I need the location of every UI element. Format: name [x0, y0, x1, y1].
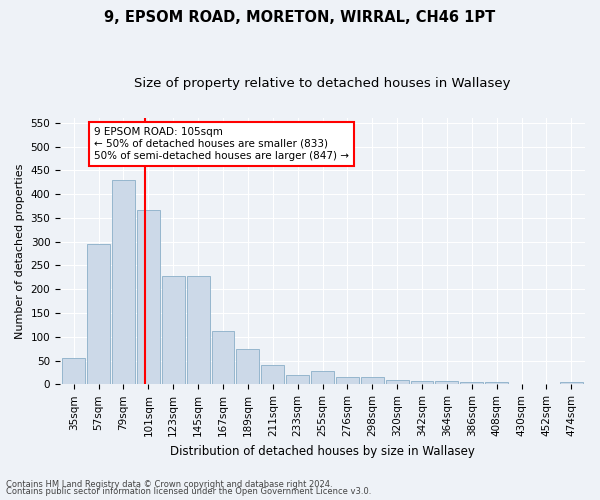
Bar [286, 375, 309, 384]
Bar [112, 180, 135, 384]
Bar [236, 348, 259, 384]
Text: Contains public sector information licensed under the Open Government Licence v3: Contains public sector information licen… [6, 487, 371, 496]
Text: Contains HM Land Registry data © Crown copyright and database right 2024.: Contains HM Land Registry data © Crown c… [6, 480, 332, 489]
Bar [187, 276, 209, 384]
Title: Size of property relative to detached houses in Wallasey: Size of property relative to detached ho… [134, 78, 511, 90]
Bar [485, 382, 508, 384]
Bar [336, 376, 359, 384]
Bar [436, 380, 458, 384]
Bar [361, 377, 384, 384]
Bar [262, 366, 284, 384]
Bar [62, 358, 85, 384]
Bar [560, 382, 583, 384]
Text: 9, EPSOM ROAD, MORETON, WIRRAL, CH46 1PT: 9, EPSOM ROAD, MORETON, WIRRAL, CH46 1PT [104, 10, 496, 25]
Y-axis label: Number of detached properties: Number of detached properties [15, 164, 25, 339]
Bar [87, 244, 110, 384]
X-axis label: Distribution of detached houses by size in Wallasey: Distribution of detached houses by size … [170, 444, 475, 458]
Bar [137, 210, 160, 384]
Bar [386, 380, 409, 384]
Text: 9 EPSOM ROAD: 105sqm
← 50% of detached houses are smaller (833)
50% of semi-deta: 9 EPSOM ROAD: 105sqm ← 50% of detached h… [94, 128, 349, 160]
Bar [311, 372, 334, 384]
Bar [162, 276, 185, 384]
Bar [460, 382, 483, 384]
Bar [410, 380, 433, 384]
Bar [212, 330, 235, 384]
